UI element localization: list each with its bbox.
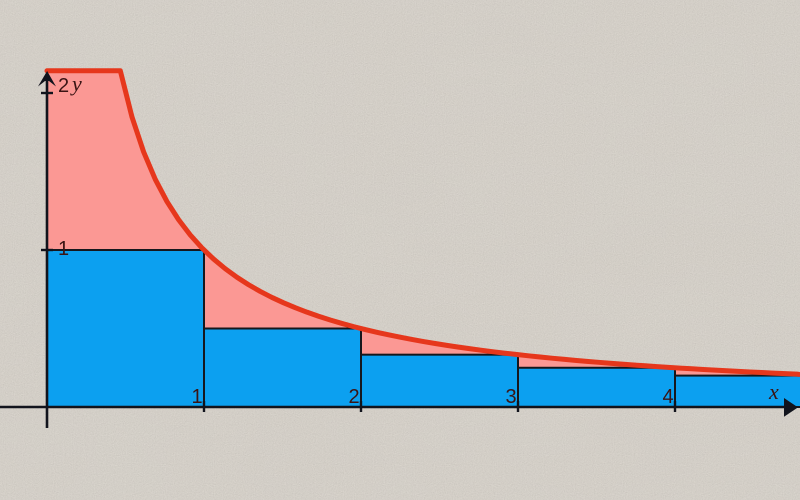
svg-text:1: 1 [191, 386, 202, 408]
svg-text:x: x [768, 379, 779, 404]
svg-text:2: 2 [348, 386, 359, 408]
svg-text:4: 4 [662, 386, 673, 408]
svg-text:2: 2 [58, 75, 69, 97]
svg-text:y: y [70, 71, 82, 96]
svg-text:1: 1 [58, 238, 69, 260]
svg-text:3: 3 [505, 386, 516, 408]
